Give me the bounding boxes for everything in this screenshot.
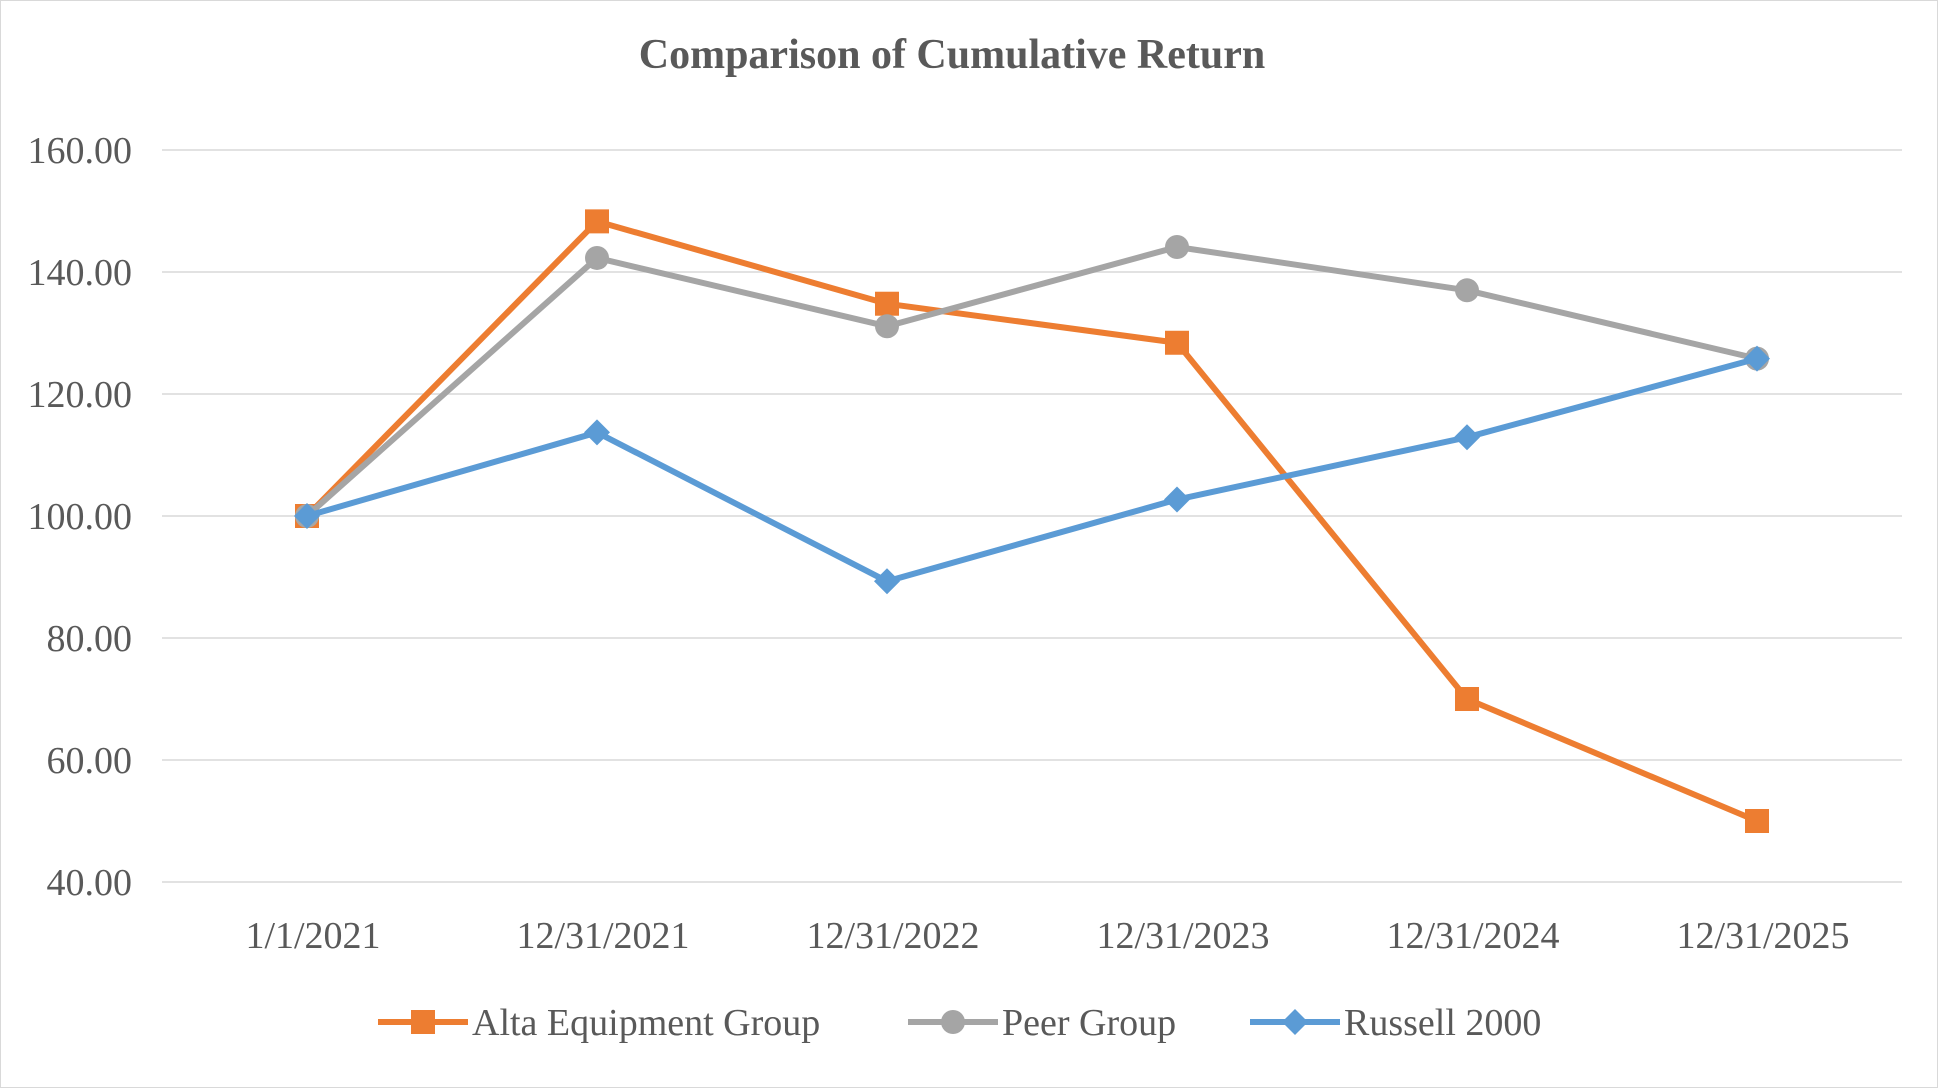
data-point-alta-equipment-group (875, 291, 899, 316)
x-tick-label: 12/31/2024 (1386, 915, 1559, 957)
data-point-russell-2000 (294, 503, 320, 529)
y-tick-label: 100.00 (28, 496, 133, 538)
data-point-alta-equipment-group (1455, 687, 1479, 711)
y-tick-label: 120.00 (28, 374, 133, 416)
legend-item-peer-group: Peer Group (908, 1002, 1176, 1044)
data-point-alta-equipment-group (1165, 330, 1189, 355)
data-point-russell-2000 (584, 419, 610, 446)
data-point-peer-group (1455, 278, 1479, 303)
x-axis-tick-labels: 1/1/2021 12/31/2021 12/31/2022 12/31/2023 12… (245, 915, 1849, 957)
series-alta-equipment-group (295, 209, 1769, 833)
legend-label: Peer Group (1002, 1002, 1176, 1044)
y-axis-tick-labels: 160.00 140.00 120.00 100.00 80.00 60.00 40.00 (28, 130, 133, 904)
legend-swatch-marker (1282, 1009, 1308, 1035)
data-point-peer-group (1165, 234, 1189, 259)
legend-label: Russell 2000 (1344, 1002, 1541, 1044)
series-line-peer-group (304, 243, 1760, 519)
data-point-alta-equipment-group (585, 209, 609, 234)
legend: Alta Equipment Group Peer Group Russell 20… (378, 1002, 1541, 1044)
legend-swatch-marker (411, 1010, 435, 1034)
y-tick-label: 60.00 (47, 740, 133, 782)
data-point-russell-2000 (1164, 486, 1190, 513)
y-tick-label: 80.00 (47, 618, 133, 660)
legend-swatch-marker (941, 1010, 965, 1034)
data-point-russell-2000 (1744, 345, 1770, 372)
y-tick-label: 40.00 (47, 862, 133, 904)
y-tick-label: 140.00 (28, 252, 133, 294)
series-line-russell-2000 (304, 355, 1760, 585)
data-point-russell-2000 (1454, 424, 1480, 451)
legend-item-alta-equipment-group: Alta Equipment Group (378, 1002, 820, 1044)
x-tick-label: 12/31/2023 (1096, 915, 1269, 957)
chart-title: Comparison of Cumulative Return (639, 32, 1266, 78)
x-tick-label: 12/31/2025 (1676, 915, 1849, 957)
data-point-peer-group (875, 314, 899, 339)
data-point-alta-equipment-group (1745, 809, 1769, 833)
x-tick-label: 1/1/2021 (245, 915, 380, 957)
series-layer (294, 209, 1770, 833)
legend-item-russell-2000: Russell 2000 (1250, 1002, 1541, 1044)
data-point-peer-group (585, 245, 609, 270)
series-peer-group (295, 234, 1769, 528)
x-tick-label: 12/31/2022 (806, 915, 979, 957)
legend-label: Alta Equipment Group (472, 1002, 820, 1044)
x-tick-label: 12/31/2021 (516, 915, 689, 957)
y-tick-label: 160.00 (28, 130, 133, 172)
series-line-alta-equipment-group (304, 218, 1760, 824)
series-russell-2000 (294, 345, 1770, 595)
data-point-russell-2000 (874, 568, 900, 595)
